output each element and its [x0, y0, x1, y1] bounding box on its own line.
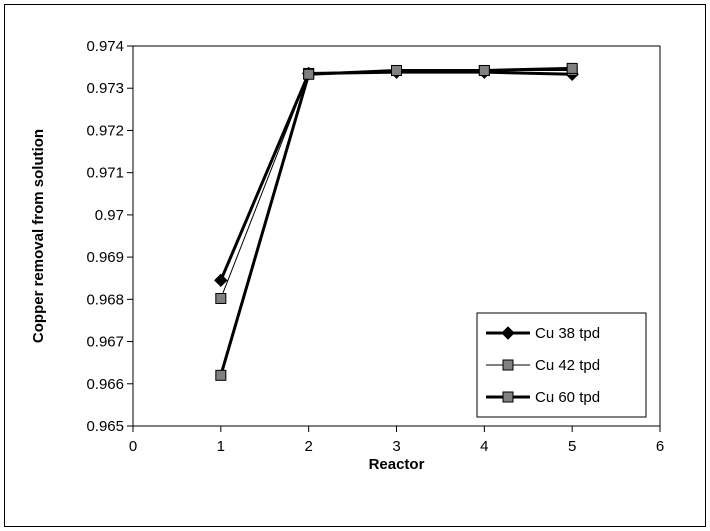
data-point: [215, 369, 227, 381]
legend-label: Cu 38 tpd: [535, 325, 600, 342]
x-tick-label: 4: [480, 438, 488, 455]
y-tick-label: 0.972: [86, 122, 124, 139]
y-tick-label: 0.974: [86, 38, 124, 55]
legend-label: Cu 60 tpd: [535, 389, 600, 406]
legend-item: Cu 60 tpd: [486, 389, 600, 406]
series-layer: [214, 62, 579, 381]
y-tick-label: 0.965: [86, 418, 124, 435]
x-tick-label: 6: [656, 438, 664, 455]
legend-marker: [501, 326, 515, 340]
y-tick-label: 0.966: [86, 376, 124, 393]
series-2: [215, 62, 578, 381]
y-tick-label: 0.969: [86, 249, 124, 266]
x-tick-label: 0: [129, 438, 137, 455]
y-tick-label: 0.971: [86, 165, 124, 182]
legend-item: Cu 38 tpd: [486, 325, 600, 342]
x-tick-label: 1: [217, 438, 225, 455]
data-point: [215, 292, 227, 304]
y-tick-label: 0.97: [95, 207, 124, 224]
legend-item: Cu 42 tpd: [486, 357, 600, 374]
data-point: [303, 68, 315, 80]
x-tick-label: 3: [392, 438, 400, 455]
legend-label: Cu 42 tpd: [535, 357, 600, 374]
y-axis-title: Copper removal from solution: [30, 129, 47, 343]
x-axis-title: Reactor: [369, 456, 425, 473]
x-tick-label: 2: [304, 438, 312, 455]
axes: 0.965 0.966 0.967 0.968 0.969 0.97 0.971 0.972 0…: [86, 38, 664, 455]
legend-marker: [502, 391, 514, 403]
legend: Cu 38 tpd Cu 42 tpd Cu 60 tpd: [476, 312, 647, 418]
y-tick-label: 0.973: [86, 80, 124, 97]
y-tick-label: 0.967: [86, 334, 124, 351]
data-point: [214, 273, 228, 288]
data-point: [391, 64, 402, 76]
data-point: [566, 62, 578, 74]
legend-marker: [502, 359, 514, 371]
data-point: [478, 64, 490, 76]
x-tick-label: 5: [568, 438, 576, 455]
y-tick-label: 0.968: [86, 291, 124, 308]
